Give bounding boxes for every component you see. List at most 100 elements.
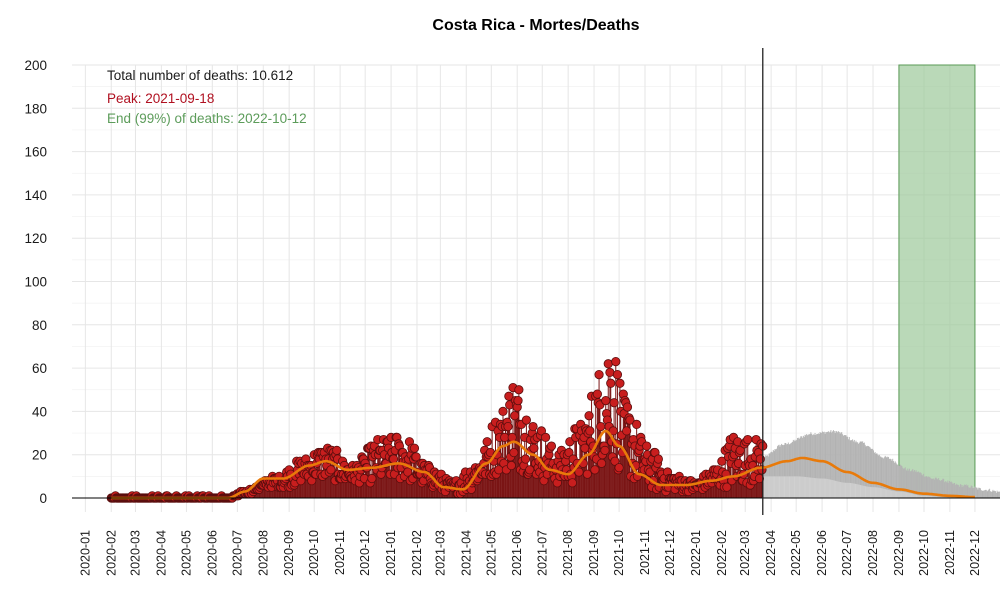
projection-lower-bar [919,495,921,498]
projection-lower-bar [908,493,910,498]
projection-bar [837,431,839,498]
daily-death-point [605,367,615,378]
x-tick-label: 2022-09 [892,530,906,576]
projection-lower-bar [832,480,834,498]
projection-bar [998,491,1000,498]
projection-bar [884,455,886,498]
projection-lower-bar [855,483,857,498]
projection-lower-bar [899,491,901,498]
projection-bar [843,435,845,498]
projection-bar [926,476,928,498]
y-tick-label: 100 [24,275,47,290]
projection-lower-bar [781,476,783,498]
projection-bar [810,432,812,498]
x-tick-label: 2022-05 [789,530,803,576]
projection-bar [943,478,945,498]
projection-bar [933,478,935,498]
projection-lower-bar [921,495,923,498]
projection-lower-bar [765,476,767,498]
x-tick-label: 2021-12 [663,530,677,576]
projection-lower-bar [847,482,849,498]
projection-bar [972,488,974,498]
projection-bar [883,458,885,498]
daily-death-point [525,465,535,475]
projection-bar [860,441,862,498]
projection-lower-bar [797,476,798,498]
daily-death-point [596,458,607,468]
projection-bar [842,434,844,498]
projection-bar [887,456,889,498]
projection-bar [983,490,985,498]
projection-lower-bar [933,496,935,498]
annotation-total: Total number of deaths: 10.612 [107,68,293,83]
projection-lower-bar [902,491,904,498]
projection-bar [866,446,868,498]
projection-lower-bar [923,495,925,498]
projection-bar [785,442,787,498]
projection-lower-bar [827,479,829,498]
projection-bar [985,489,987,498]
projection-lower-bar [812,477,814,498]
projection-bar [974,486,976,498]
daily-death-point [614,463,624,473]
projection-lower-bar [920,495,922,498]
projection-lower-bar [796,476,798,498]
projection-bar [879,456,881,498]
projection-bar [950,481,952,498]
projection-bar [816,434,818,498]
projection-lower-bar [775,476,777,498]
projection-lower-bar [877,487,879,498]
projection-lower-bar [829,479,831,498]
daily-death-point [642,441,652,451]
projection-lower-bar [774,476,776,498]
projection-bar [918,472,920,498]
projection-bar [867,445,869,498]
projection-lower-bar [837,481,839,498]
projection-lower-bar [931,496,933,498]
daily-death-point [585,426,595,436]
projection-lower-bar [784,476,786,498]
projection-bar [812,435,814,498]
projection-bar [935,477,937,498]
projection-lower-bar [778,476,780,498]
daily-death-point [622,402,633,412]
projection-lower-bar [856,484,858,498]
projection-bar [789,444,791,498]
projection-lower-bar [783,476,785,498]
projection-bar [942,478,944,498]
x-tick-label: 2020-11 [333,530,347,575]
projection-bar [959,486,961,498]
projection-bar [979,487,981,498]
x-tick-label: 2020-02 [104,530,118,576]
projection-lower-bar [850,483,852,498]
projection-bar [781,444,783,498]
projection-lower-bar [838,481,840,498]
projection-bar [868,446,869,498]
projection-bar [774,449,776,498]
projection-bar [772,449,774,498]
projection-lower-bar [918,495,920,498]
projection-bar [974,487,976,498]
projection-bar [833,431,835,498]
projection-bar [898,465,900,498]
projection-lower-bar [823,478,825,498]
projection-bar [945,481,947,498]
x-tick-label: 2021-11 [638,530,652,575]
projection-bar [788,444,790,498]
daily-death-point [743,434,753,445]
projection-lower-bar [922,495,924,498]
daily-death-point [582,469,592,479]
projection-bar [944,481,946,498]
projection-bar [980,490,982,498]
projection-bar [826,432,828,498]
axis-layer: 0 20 40 60 80 100 120 140 160 180 200 2020-01 2020-0… [24,48,1000,576]
projection-bar [768,453,770,498]
projection-lower-bar [820,478,822,498]
projection-bar [900,465,902,498]
projection-lower-bar [913,494,915,498]
projection-bar [890,459,892,498]
projection-lower-bar [862,485,864,498]
projection-bar [898,466,900,498]
projection-bar [989,488,991,498]
projection-bar [835,431,837,498]
